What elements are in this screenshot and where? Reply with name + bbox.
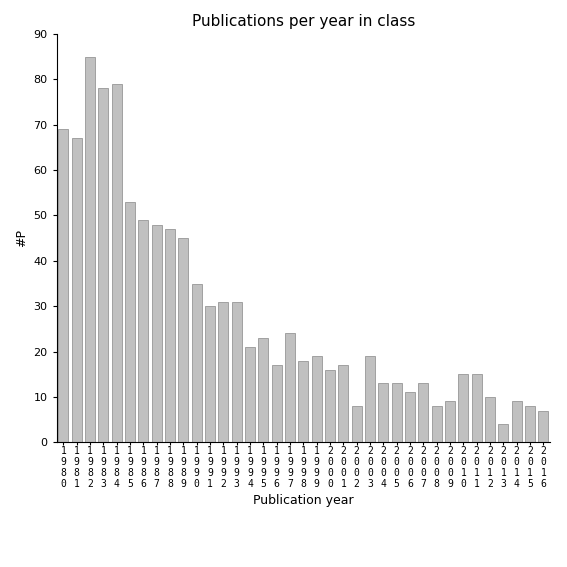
Y-axis label: #P: #P: [15, 229, 28, 247]
Bar: [112, 84, 122, 442]
Bar: [58, 129, 69, 442]
Bar: [285, 333, 295, 442]
Bar: [125, 202, 135, 442]
Bar: [525, 406, 535, 442]
Bar: [165, 229, 175, 442]
Bar: [352, 406, 362, 442]
Bar: [205, 306, 215, 442]
Bar: [232, 302, 242, 442]
Bar: [192, 284, 202, 442]
Bar: [485, 397, 495, 442]
Bar: [538, 411, 548, 442]
Bar: [338, 365, 348, 442]
Bar: [85, 57, 95, 442]
Bar: [259, 338, 268, 442]
Bar: [458, 374, 468, 442]
Bar: [418, 383, 428, 442]
Bar: [365, 356, 375, 442]
Bar: [98, 88, 108, 442]
Bar: [298, 361, 308, 442]
Title: Publications per year in class: Publications per year in class: [192, 14, 415, 29]
Bar: [445, 401, 455, 442]
Bar: [152, 225, 162, 442]
X-axis label: Publication year: Publication year: [253, 494, 354, 507]
Bar: [218, 302, 229, 442]
Bar: [312, 356, 321, 442]
Bar: [245, 347, 255, 442]
Bar: [272, 365, 282, 442]
Bar: [179, 238, 188, 442]
Bar: [431, 406, 442, 442]
Bar: [472, 374, 481, 442]
Bar: [511, 401, 522, 442]
Bar: [71, 138, 82, 442]
Bar: [498, 424, 509, 442]
Bar: [325, 370, 335, 442]
Bar: [138, 220, 149, 442]
Bar: [392, 383, 401, 442]
Bar: [405, 392, 415, 442]
Bar: [378, 383, 388, 442]
